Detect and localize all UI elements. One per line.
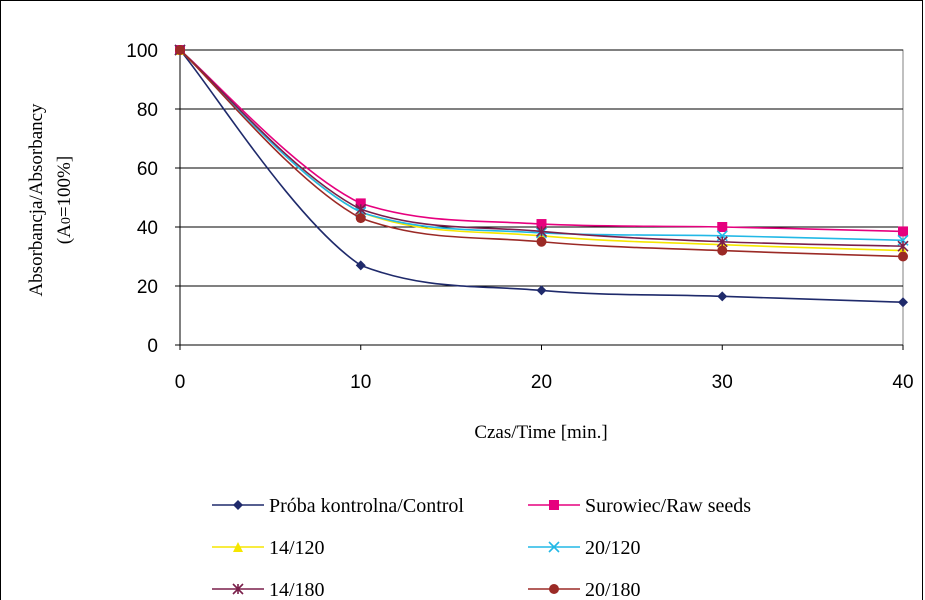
data-point: [898, 251, 908, 262]
legend-item: 20/120: [528, 537, 641, 559]
legend-item: Surowiec/Raw seeds: [528, 495, 751, 517]
legend-item: 14/180: [212, 579, 325, 600]
data-point: [355, 203, 367, 215]
series-5: [174, 44, 909, 252]
data-point: [535, 225, 548, 237]
legend-marker: [548, 541, 560, 553]
y-tick-label: 80: [137, 100, 158, 121]
y-axis-title: Absorbancja/Absorbancy (A0=100%]: [26, 103, 75, 297]
legend-marker: [233, 500, 243, 510]
legend-marker: [233, 542, 243, 552]
data-point: [536, 236, 547, 247]
series-2: [175, 45, 908, 237]
legend-label: 14/120: [269, 537, 325, 559]
y-tick-label: 100: [126, 41, 158, 62]
y-tick-label: 20: [137, 277, 158, 298]
x-tick-label: 40: [892, 372, 913, 393]
x-axis-title: Czas/Time [min.]: [474, 422, 607, 443]
legend-marker: [232, 583, 244, 595]
x-tick-label: 30: [712, 372, 733, 393]
data-point: [355, 213, 366, 224]
data-point: [897, 240, 909, 252]
x-tick-label: 0: [175, 372, 186, 393]
data-point: [355, 260, 366, 271]
data-point: [717, 222, 728, 232]
legend-label: 20/180: [585, 579, 641, 600]
y-axis-title-line2: (A0=100%]: [54, 156, 75, 244]
legend-label: Surowiec/Raw seeds: [585, 495, 751, 517]
data-point: [716, 236, 728, 248]
legend-item: 14/120: [212, 537, 325, 559]
series-line: [179, 49, 904, 233]
series-line: [179, 49, 904, 304]
data-point: [536, 219, 547, 230]
legend-item: Próba kontrolna/Control: [212, 495, 464, 517]
legend-label: 20/120: [585, 537, 641, 559]
series-1: [175, 45, 908, 308]
legend-label: 14/180: [269, 579, 325, 600]
y-tick-label: 0: [147, 336, 158, 357]
data-point: [175, 45, 185, 55]
series-6: [175, 45, 908, 262]
legend-marker: [549, 584, 559, 594]
plot-area: 0 20 40 60 80 100 0 10 20 30 40: [126, 41, 913, 393]
plot-border: [179, 49, 904, 346]
x-tick-label: 10: [350, 372, 371, 393]
y-tick-label: 40: [137, 218, 158, 239]
data-point: [717, 291, 728, 302]
series-4: [174, 44, 909, 246]
series-line: [179, 49, 904, 247]
data-point: [536, 285, 547, 296]
legend: Próba kontrolna/Control Surowiec/Raw seed…: [212, 495, 751, 600]
data-point: [898, 226, 908, 237]
data-point: [717, 245, 728, 256]
legend-item: 20/180: [528, 579, 641, 600]
series-line: [179, 49, 904, 242]
y-tick-label: 60: [137, 159, 158, 180]
data-point: [355, 198, 366, 209]
data-point: [898, 297, 908, 308]
x-tick-label: 20: [531, 372, 552, 393]
legend-label: Próba kontrolna/Control: [269, 495, 464, 517]
legend-marker: [549, 500, 559, 510]
y-axis-title-line1: Absorbancja/Absorbancy: [26, 103, 47, 297]
